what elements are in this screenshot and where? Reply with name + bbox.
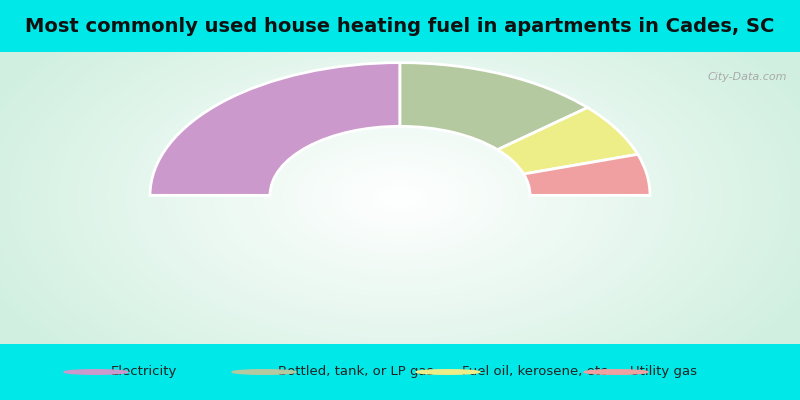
Text: Utility gas: Utility gas (630, 366, 698, 378)
Text: Electricity: Electricity (110, 366, 177, 378)
Circle shape (64, 370, 128, 374)
Wedge shape (400, 63, 587, 150)
Text: Most commonly used house heating fuel in apartments in Cades, SC: Most commonly used house heating fuel in… (26, 16, 774, 36)
Circle shape (232, 370, 296, 374)
Circle shape (584, 370, 648, 374)
Text: Bottled, tank, or LP gas: Bottled, tank, or LP gas (278, 366, 434, 378)
Wedge shape (498, 108, 638, 174)
Wedge shape (524, 154, 650, 195)
Text: City-Data.com: City-Data.com (708, 72, 787, 82)
Text: Fuel oil, kerosene, etc.: Fuel oil, kerosene, etc. (462, 366, 612, 378)
Wedge shape (150, 63, 400, 195)
Circle shape (416, 370, 480, 374)
